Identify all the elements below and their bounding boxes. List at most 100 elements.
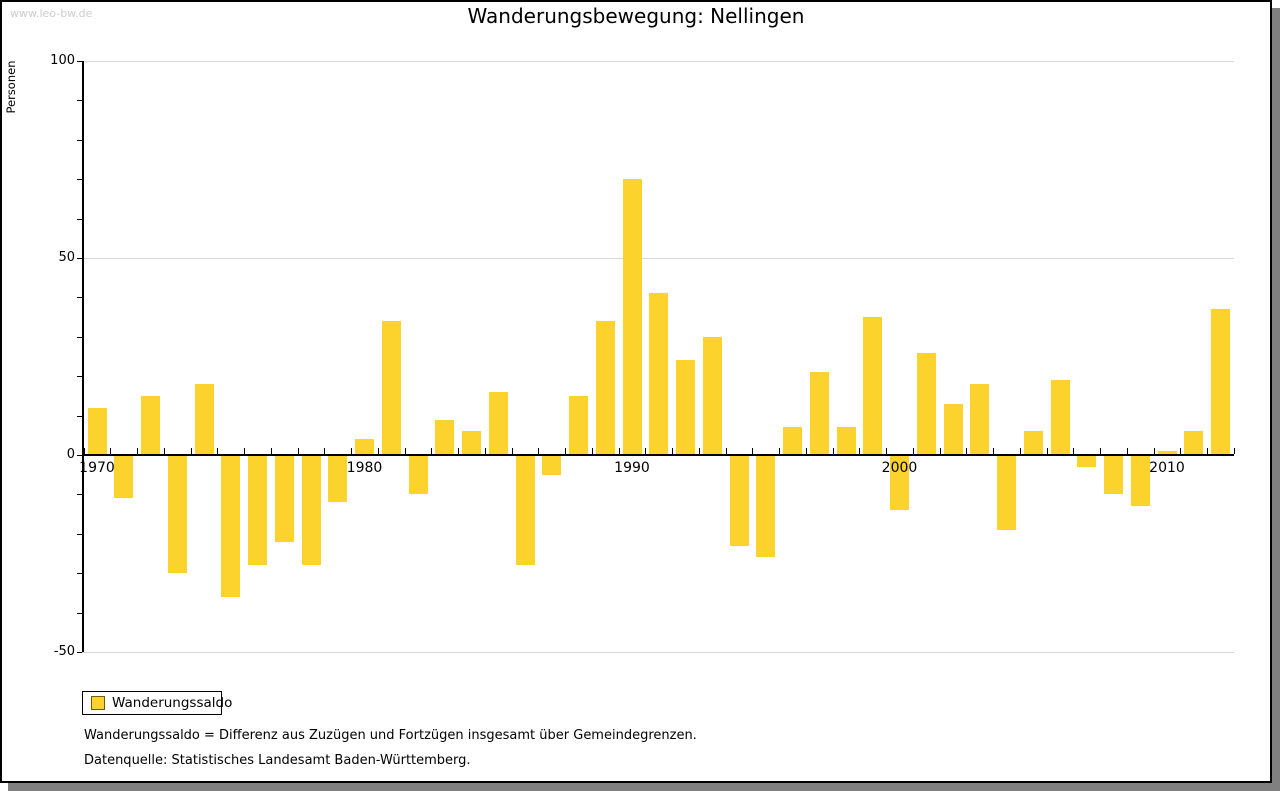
x-tick-17 <box>538 448 540 454</box>
bar-1993 <box>702 336 722 455</box>
x-tick-40 <box>1153 448 1155 454</box>
y-tick-50 <box>77 258 82 259</box>
bar-2000 <box>890 455 909 511</box>
bar-1998 <box>836 427 856 455</box>
x-tick-14 <box>458 448 460 454</box>
x-tick-12 <box>404 448 406 454</box>
footnote-source: Datenquelle: Statistisches Landesamt Bad… <box>84 753 471 768</box>
bar-1973 <box>167 455 187 574</box>
y-tick-60 <box>77 218 82 220</box>
bar-2006 <box>1050 380 1070 455</box>
x-tick-11 <box>377 448 379 454</box>
watermark: www.leo-bw.de <box>10 7 93 20</box>
gridline--50 <box>82 652 1234 653</box>
gridline-100 <box>82 61 1234 62</box>
x-tick-19 <box>591 448 593 454</box>
x-tick-label-1980: 1980 <box>346 460 383 476</box>
bar-1986 <box>515 455 535 566</box>
legend-box: Wanderungssaldo <box>82 691 232 715</box>
x-tick-25 <box>752 448 754 454</box>
y-tick--10 <box>77 494 82 496</box>
bar-1987 <box>542 455 562 475</box>
x-tick-13 <box>431 448 433 454</box>
y-tick-0 <box>77 455 82 456</box>
x-tick-0 <box>83 448 85 454</box>
bar-2012 <box>1211 309 1230 455</box>
bar-2010 <box>1157 451 1177 455</box>
bar-1976 <box>248 455 267 566</box>
y-tick-100 <box>77 61 82 62</box>
x-tick-5 <box>217 448 219 454</box>
bar-1991 <box>649 293 669 455</box>
y-tick-80 <box>77 139 82 141</box>
bar-1995 <box>756 455 776 558</box>
x-tick-15 <box>484 448 486 454</box>
legend-label: Wanderungssaldo <box>112 695 233 711</box>
x-tick-41 <box>1180 448 1182 454</box>
bar-1985 <box>488 391 508 455</box>
x-tick-32 <box>939 448 941 454</box>
x-tick-43 <box>1233 448 1235 454</box>
gridline-50 <box>82 258 1234 259</box>
legend-color-swatch-icon <box>91 696 105 710</box>
x-tick-39 <box>1126 448 1128 454</box>
bar-1994 <box>729 455 749 546</box>
bar-2004 <box>997 455 1016 530</box>
x-tick-1 <box>110 448 112 454</box>
x-tick-28 <box>832 448 834 454</box>
x-tick-24 <box>725 448 727 454</box>
y-tick--50 <box>77 652 82 653</box>
x-tick-30 <box>886 448 888 454</box>
x-tick-label-2000: 2000 <box>881 460 918 476</box>
x-tick-7 <box>270 448 272 454</box>
bar-1989 <box>595 321 615 455</box>
x-tick-18 <box>565 448 567 454</box>
bar-2008 <box>1104 455 1123 495</box>
bar-1983 <box>435 419 455 455</box>
x-tick-6 <box>244 448 246 454</box>
bar-1977 <box>274 455 294 542</box>
x-tick-29 <box>859 448 861 454</box>
bar-2002 <box>943 403 963 455</box>
x-tick-20 <box>618 448 620 454</box>
y-tick-40 <box>77 297 82 299</box>
y-tick-10 <box>77 415 82 417</box>
x-tick-label-1990: 1990 <box>614 460 650 476</box>
bar-1978 <box>301 455 321 566</box>
y-tick-90 <box>77 100 82 102</box>
bar-2001 <box>916 352 936 455</box>
y-tick-label-100: 100 <box>50 53 75 68</box>
x-tick-35 <box>1019 448 1021 454</box>
y-tick-70 <box>77 179 82 181</box>
bar-1997 <box>809 372 829 455</box>
bar-1990 <box>622 179 642 455</box>
x-tick-37 <box>1073 448 1075 454</box>
x-tick-4 <box>190 448 192 454</box>
bar-1981 <box>381 321 401 455</box>
y-tick--30 <box>77 573 82 575</box>
x-tick-label-2010: 2010 <box>1149 460 1185 476</box>
x-tick-26 <box>779 448 781 454</box>
y-tick-label-0: 0 <box>66 447 75 462</box>
x-tick-27 <box>805 448 807 454</box>
bar-1992 <box>676 360 695 455</box>
x-tick-16 <box>511 448 513 454</box>
x-tick-33 <box>966 448 968 454</box>
x-tick-34 <box>993 448 995 454</box>
y-tick--20 <box>77 533 82 535</box>
x-tick-31 <box>912 448 914 454</box>
bar-1979 <box>328 455 348 503</box>
bar-1988 <box>569 395 588 455</box>
bar-2007 <box>1077 455 1097 467</box>
bar-1982 <box>408 455 428 495</box>
x-tick-22 <box>672 448 674 454</box>
x-tick-10 <box>351 448 353 454</box>
bar-1970 <box>87 407 107 455</box>
bar-2005 <box>1023 431 1043 455</box>
frame-shadow-right <box>1272 8 1280 791</box>
y-tick-label--50: -50 <box>53 644 75 659</box>
bar-2003 <box>970 384 990 455</box>
x-axis-line <box>82 454 1234 456</box>
